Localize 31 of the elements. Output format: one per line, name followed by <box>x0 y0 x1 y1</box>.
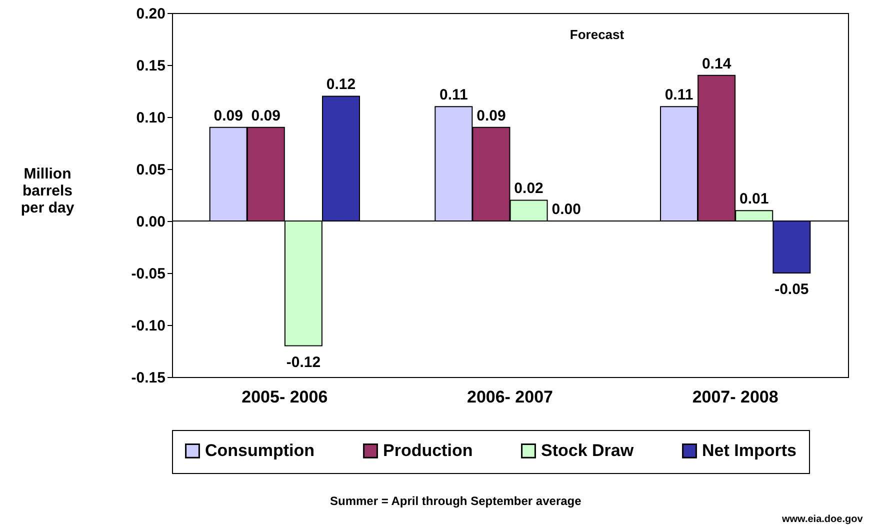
data-label: -0.05 <box>774 281 809 298</box>
legend-label: Stock Draw <box>541 440 634 460</box>
legend-label: Production <box>383 440 473 460</box>
text: www.eia.doe.gov <box>782 514 863 525</box>
data-label: 0.01 <box>740 190 769 208</box>
annotation: Forecast <box>570 27 625 42</box>
text: Summer = April through September average <box>330 494 582 508</box>
y-tick-label: -0.05 <box>131 266 166 282</box>
y-tick-label: 0.15 <box>136 58 166 74</box>
data-label: 0.11 <box>664 86 694 104</box>
data-label: -0.12 <box>286 354 321 371</box>
y-tick-label: -0.10 <box>131 318 166 334</box>
y-axis-title: Million barrels per day <box>20 166 75 216</box>
y-tick-label: 0.00 <box>136 214 166 230</box>
data-label: 0.12 <box>326 76 356 94</box>
legend-label: Consumption <box>205 440 315 460</box>
legend-label: Net Imports <box>702 440 796 460</box>
data-label: 0.02 <box>514 180 544 198</box>
y-tick-label: -0.15 <box>131 370 166 386</box>
data-label: 0.00 <box>552 201 581 218</box>
data-label: 0.09 <box>476 107 506 124</box>
data-label: 0.09 <box>214 107 243 124</box>
x-tick-label: 2005- 2006 <box>242 388 328 406</box>
data-label: 0.11 <box>439 86 468 104</box>
y-tick-label: 0.20 <box>136 6 166 22</box>
y-tick-label: 0.10 <box>136 110 166 126</box>
x-tick-label: 2007- 2008 <box>692 388 778 406</box>
data-label: 0.09 <box>251 107 280 124</box>
data-label: 0.14 <box>702 55 732 72</box>
y-tick-label: 0.05 <box>136 162 166 178</box>
x-tick-label: 2006- 2007 <box>466 388 554 406</box>
